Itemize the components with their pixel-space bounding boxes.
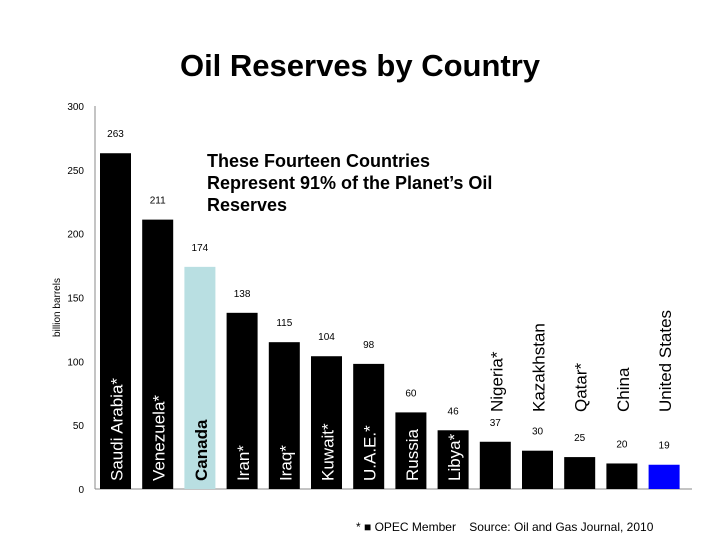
bar <box>395 412 427 489</box>
bar <box>479 441 511 489</box>
data-label: 115 <box>276 318 292 329</box>
category-label: Nigeria* <box>487 351 506 412</box>
category-label: Iran* <box>234 445 253 481</box>
data-label: 263 <box>107 129 124 140</box>
data-label: 20 <box>616 439 628 450</box>
bar <box>522 450 553 489</box>
category-label: Kuwait* <box>319 423 338 481</box>
data-label: 46 <box>448 406 460 417</box>
category-label: Venezuela* <box>150 395 169 481</box>
bar <box>353 363 385 489</box>
data-label: 138 <box>234 289 251 300</box>
bar <box>142 219 174 489</box>
category-label: U.A.E.* <box>361 425 380 481</box>
category-label: Russia <box>403 428 422 481</box>
category-label: Kazakhstan <box>530 323 549 412</box>
category-label: China <box>614 367 633 412</box>
y-tick-label: 250 <box>67 166 84 177</box>
data-label: 37 <box>490 418 502 429</box>
category-label: Qatar* <box>572 362 591 412</box>
chart-title: Oil Reserves by Country <box>179 48 541 83</box>
bar <box>648 464 680 489</box>
bar <box>226 312 258 489</box>
y-axis-label: billion barrels <box>52 278 63 337</box>
data-label: 98 <box>363 340 375 351</box>
y-tick-label: 0 <box>78 485 84 496</box>
y-tick-label: 50 <box>73 421 85 432</box>
data-label: 104 <box>318 332 335 343</box>
bar <box>100 153 131 489</box>
y-tick-label: 150 <box>67 294 84 305</box>
bar <box>564 457 596 489</box>
category-label: Saudi Arabia* <box>108 378 127 481</box>
data-label: 30 <box>532 427 544 438</box>
data-label: 174 <box>192 243 209 254</box>
data-label: 25 <box>574 433 586 444</box>
bar <box>184 266 216 489</box>
y-tick-label: 100 <box>67 357 84 368</box>
footnote: * ■ OPEC Member Source: Oil and Gas Jour… <box>356 520 654 534</box>
bar <box>311 356 342 489</box>
y-tick-label: 200 <box>67 230 84 241</box>
category-label: Libya* <box>445 433 464 481</box>
bar <box>268 342 300 489</box>
bar <box>437 430 469 489</box>
category-label: United States <box>656 310 675 412</box>
category-label: Canada <box>192 419 211 481</box>
data-label: 211 <box>150 196 166 207</box>
data-label: 60 <box>405 388 417 399</box>
y-tick-label: 300 <box>67 102 84 113</box>
category-label: Iraq* <box>276 445 295 481</box>
chart-annotation: These Fourteen Countries Represent 91% o… <box>207 151 493 215</box>
bar <box>606 463 638 489</box>
data-label: 19 <box>659 441 671 452</box>
